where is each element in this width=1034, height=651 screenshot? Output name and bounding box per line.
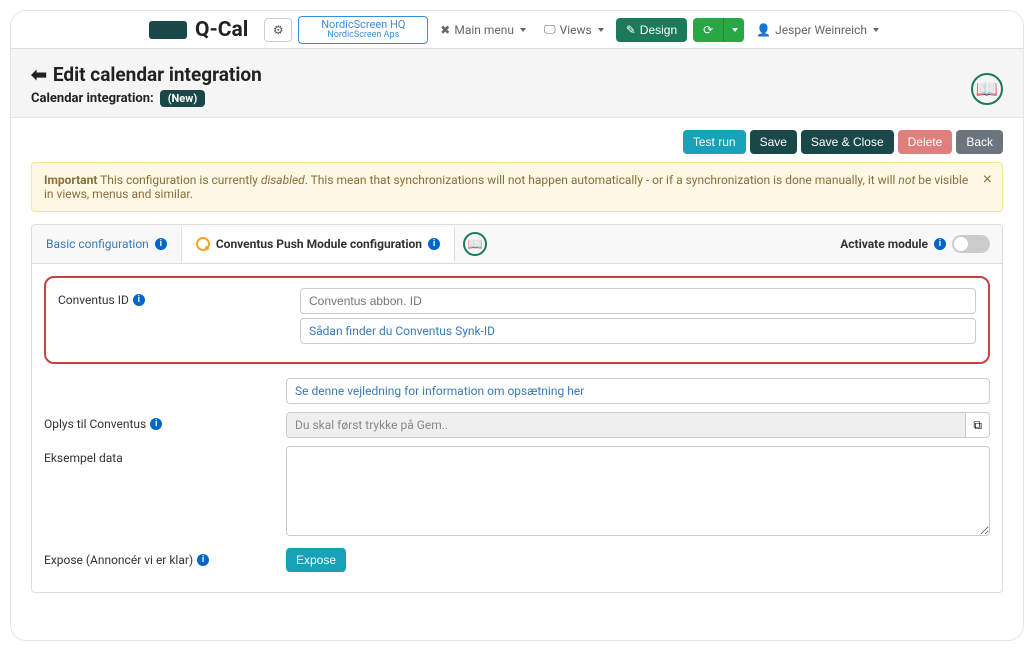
sync-dropdown[interactable]: [723, 18, 744, 42]
chevron-down-icon: [520, 28, 526, 32]
chevron-down-icon: [598, 28, 604, 32]
info-icon: i: [150, 418, 162, 430]
label-text: Oplys til Conventus: [44, 417, 146, 431]
expose-label: Expose (Annoncér vi er klar) i: [44, 548, 274, 567]
guide-col: Se denne vejledning for information om o…: [286, 374, 990, 404]
chevron-down-icon: [732, 28, 738, 32]
eksempel-textarea[interactable]: [286, 446, 990, 536]
user-icon: 👤: [756, 23, 771, 37]
info-icon: i: [197, 554, 209, 566]
tab-basic-configuration[interactable]: Basic configuration i: [32, 227, 182, 261]
label-text: Eksempel data: [44, 451, 123, 465]
action-bar: Test run Save Save & Close Delete Back: [11, 118, 1023, 162]
sliders-icon: ✖: [440, 23, 450, 37]
copy-button[interactable]: ⧉: [965, 412, 990, 438]
guide-link[interactable]: Se denne vejledning for information om o…: [286, 378, 990, 404]
sync-split-button: ⟳: [693, 18, 744, 42]
form-row-conventus-id: Conventus ID i Sådan finder du Conventus…: [58, 288, 976, 344]
signin-icon: ⬅: [31, 63, 47, 86]
expose-input-col: Expose: [286, 548, 990, 572]
delete-button[interactable]: Delete: [898, 130, 953, 154]
label-text: Conventus ID: [58, 293, 129, 307]
user-name: Jesper Weinreich: [775, 23, 867, 37]
subtitle-text: Calendar integration:: [31, 91, 154, 106]
info-icon: i: [155, 238, 167, 250]
tab-label: Conventus Push Module configuration: [216, 237, 422, 251]
form-row-eksempel: Eksempel data: [44, 446, 990, 540]
alert-text: This configuration is currently: [97, 173, 261, 187]
alert-em: disabled: [261, 173, 305, 187]
chevron-down-icon: [873, 28, 879, 32]
oplys-label: Oplys til Conventus i: [44, 412, 274, 431]
new-badge: (New): [160, 90, 206, 107]
org-selector[interactable]: NordicScreen HQ NordicScreen Aps: [298, 16, 428, 44]
activate-label: Activate module: [840, 237, 928, 251]
views-label: Views: [560, 23, 592, 37]
conventus-id-hint[interactable]: Sådan finder du Conventus Synk-ID: [300, 318, 976, 344]
views-dropdown[interactable]: 🖵 Views: [538, 22, 610, 37]
page-title: ⬅ Edit calendar integration: [31, 63, 1003, 86]
gears-icon: ⚙: [273, 23, 284, 37]
expose-button[interactable]: Expose: [286, 548, 346, 572]
highlighted-section: Conventus ID i Sådan finder du Conventus…: [44, 276, 990, 364]
eksempel-input-col: [286, 446, 990, 540]
page-subtitle: Calendar integration: (New): [31, 90, 1003, 107]
tab-label: Basic configuration: [46, 237, 149, 251]
top-bar: Q-Cal ⚙ NordicScreen HQ NordicScreen Aps…: [11, 11, 1023, 49]
tab-content: Conventus ID i Sådan finder du Conventus…: [31, 264, 1003, 593]
brand-name: Q-Cal: [195, 18, 248, 42]
org-sub: NordicScreen Aps: [309, 31, 417, 41]
help-button[interactable]: 📖: [971, 73, 1003, 105]
book-icon: 📖: [976, 79, 998, 100]
brand-logo: [149, 21, 187, 39]
conventus-id-input-col: Sådan finder du Conventus Synk-ID: [300, 288, 976, 344]
form-row-oplys: Oplys til Conventus i Du skal først tryk…: [44, 412, 990, 438]
back-button[interactable]: Back: [956, 130, 1003, 154]
tab-help-button[interactable]: 📖: [463, 232, 487, 256]
brand: Q-Cal: [149, 18, 248, 42]
form-row-expose: Expose (Annoncér vi er klar) i Expose: [44, 548, 990, 572]
conventus-id-label: Conventus ID i: [58, 288, 288, 307]
alert-em: not: [898, 173, 915, 187]
conventus-icon: [196, 237, 210, 251]
user-menu[interactable]: 👤 Jesper Weinreich: [750, 23, 885, 37]
label-text: Expose (Annoncér vi er klar): [44, 553, 193, 567]
info-icon: i: [133, 294, 145, 306]
empty-label: [44, 374, 274, 379]
copy-icon: ⧉: [973, 418, 982, 432]
warning-alert: Important This configuration is currentl…: [31, 162, 1003, 212]
info-icon: i: [428, 238, 440, 250]
main-menu-dropdown[interactable]: ✖ Main menu: [434, 23, 532, 37]
oplys-input-col: Du skal først trykke på Gem.. ⧉: [286, 412, 990, 438]
alert-lead: Important: [44, 173, 97, 187]
org-name: NordicScreen HQ: [309, 19, 417, 31]
refresh-icon: ⟳: [703, 23, 713, 37]
design-label: Design: [640, 23, 677, 37]
tabs: Basic configuration i Conventus Push Mod…: [31, 224, 1003, 264]
eksempel-label: Eksempel data: [44, 446, 274, 465]
sync-button[interactable]: ⟳: [693, 18, 723, 42]
design-button[interactable]: ✎ Design: [616, 18, 687, 42]
activate-module-section: Activate module i: [840, 235, 1002, 253]
monitor-icon: 🖵: [544, 22, 556, 37]
save-close-button[interactable]: Save & Close: [801, 130, 894, 154]
activate-module-toggle[interactable]: [952, 235, 990, 253]
tab-conventus-configuration[interactable]: Conventus Push Module configuration i: [182, 227, 455, 261]
page-title-text: Edit calendar integration: [53, 63, 262, 86]
book-icon: 📖: [468, 237, 483, 251]
conventus-id-input[interactable]: [300, 288, 976, 314]
save-button[interactable]: Save: [750, 130, 797, 154]
test-run-button[interactable]: Test run: [683, 130, 746, 154]
oplys-readonly: Du skal først trykke på Gem..: [286, 412, 966, 438]
form-row-guide: Se denne vejledning for information om o…: [44, 374, 990, 404]
alert-close-button[interactable]: ×: [983, 171, 992, 189]
pencil-icon: ✎: [626, 23, 636, 37]
page-header: ⬅ Edit calendar integration Calendar int…: [11, 49, 1023, 118]
alert-text: . This mean that synchronizations will n…: [305, 173, 899, 187]
main-menu-label: Main menu: [454, 23, 514, 37]
settings-button[interactable]: ⚙: [264, 18, 292, 42]
info-icon: i: [934, 238, 946, 250]
